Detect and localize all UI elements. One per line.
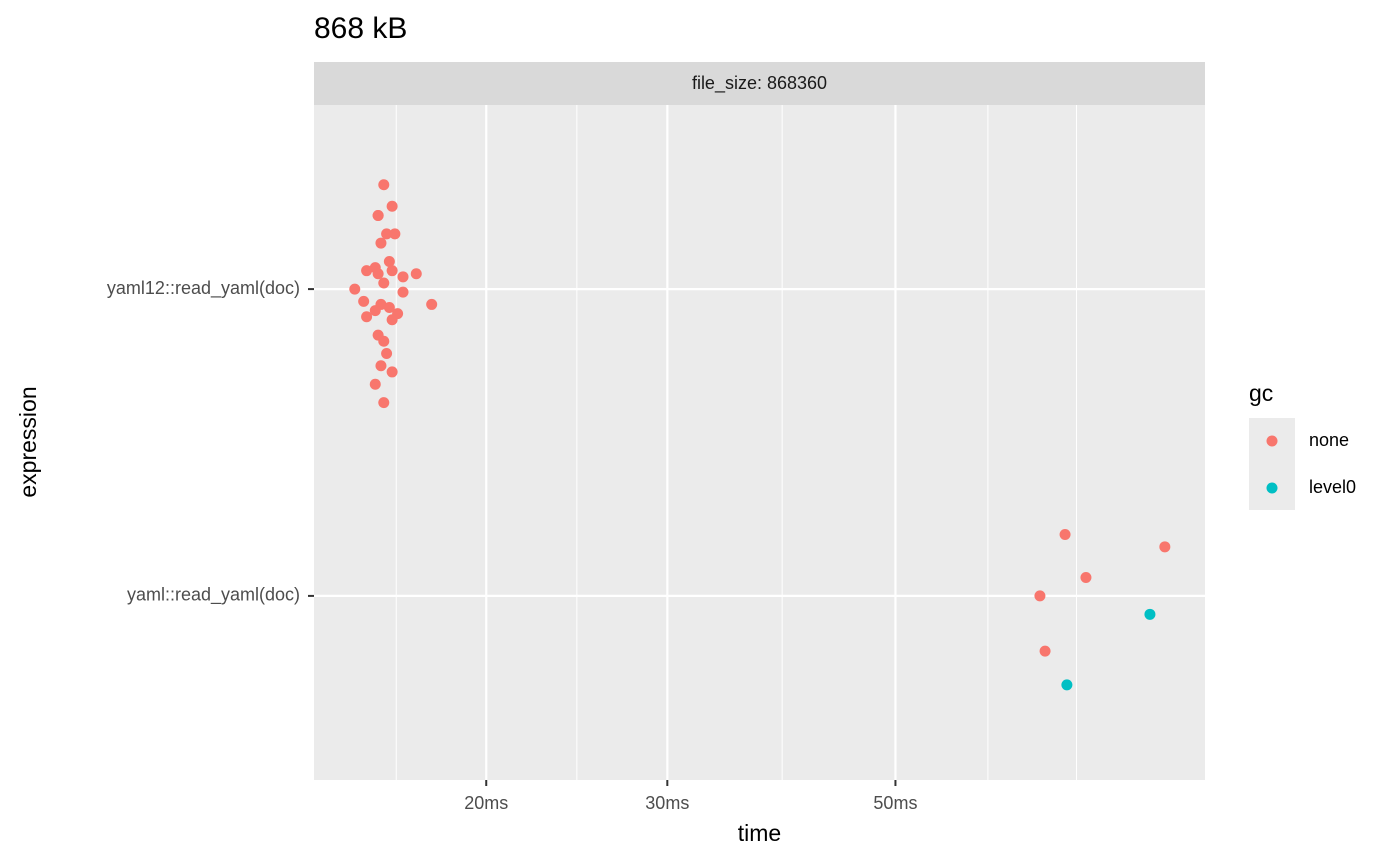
point [1159, 541, 1171, 553]
point [381, 228, 393, 240]
panel [314, 105, 1205, 780]
point [361, 265, 373, 277]
point [1039, 645, 1051, 657]
strip [314, 62, 1205, 105]
point [386, 314, 398, 326]
point [378, 397, 390, 409]
point [372, 268, 384, 280]
point [389, 228, 401, 240]
point [378, 277, 390, 289]
y-tick-label: yaml12::read_yaml(doc) [107, 278, 300, 299]
point [386, 265, 398, 277]
point [378, 179, 390, 191]
x-tick-label: 50ms [873, 793, 917, 813]
point [1059, 529, 1071, 541]
point [397, 286, 409, 298]
legend-label: none [1309, 430, 1349, 450]
y-tick-label: yaml::read_yaml(doc) [127, 585, 300, 606]
point [397, 271, 409, 283]
point [1034, 590, 1046, 602]
point [375, 237, 387, 249]
legend-label: level0 [1309, 477, 1356, 497]
point [410, 268, 422, 280]
point [1061, 679, 1073, 691]
point [361, 311, 373, 323]
strip-label: file_size: 868360 [692, 73, 827, 94]
point [378, 335, 390, 347]
chart-title: 868 kB [314, 12, 407, 45]
point [1080, 572, 1092, 583]
point [375, 360, 387, 372]
y-axis-title: expression [15, 386, 41, 497]
point [1144, 608, 1156, 620]
point [372, 209, 384, 221]
legend-key [1266, 435, 1278, 447]
x-axis-title: time [738, 820, 781, 846]
point [426, 298, 438, 310]
point [386, 200, 398, 212]
point [369, 378, 381, 390]
point [358, 295, 370, 307]
point [386, 366, 398, 378]
x-tick-label: 30ms [645, 793, 689, 813]
x-tick-label: 20ms [464, 793, 508, 813]
point [381, 348, 393, 360]
legend-key-bg [1249, 418, 1295, 510]
legend-title: gc [1249, 380, 1273, 406]
point [369, 305, 381, 317]
point [383, 255, 395, 267]
point [383, 302, 395, 313]
legend-key [1266, 482, 1278, 494]
point [349, 283, 361, 295]
